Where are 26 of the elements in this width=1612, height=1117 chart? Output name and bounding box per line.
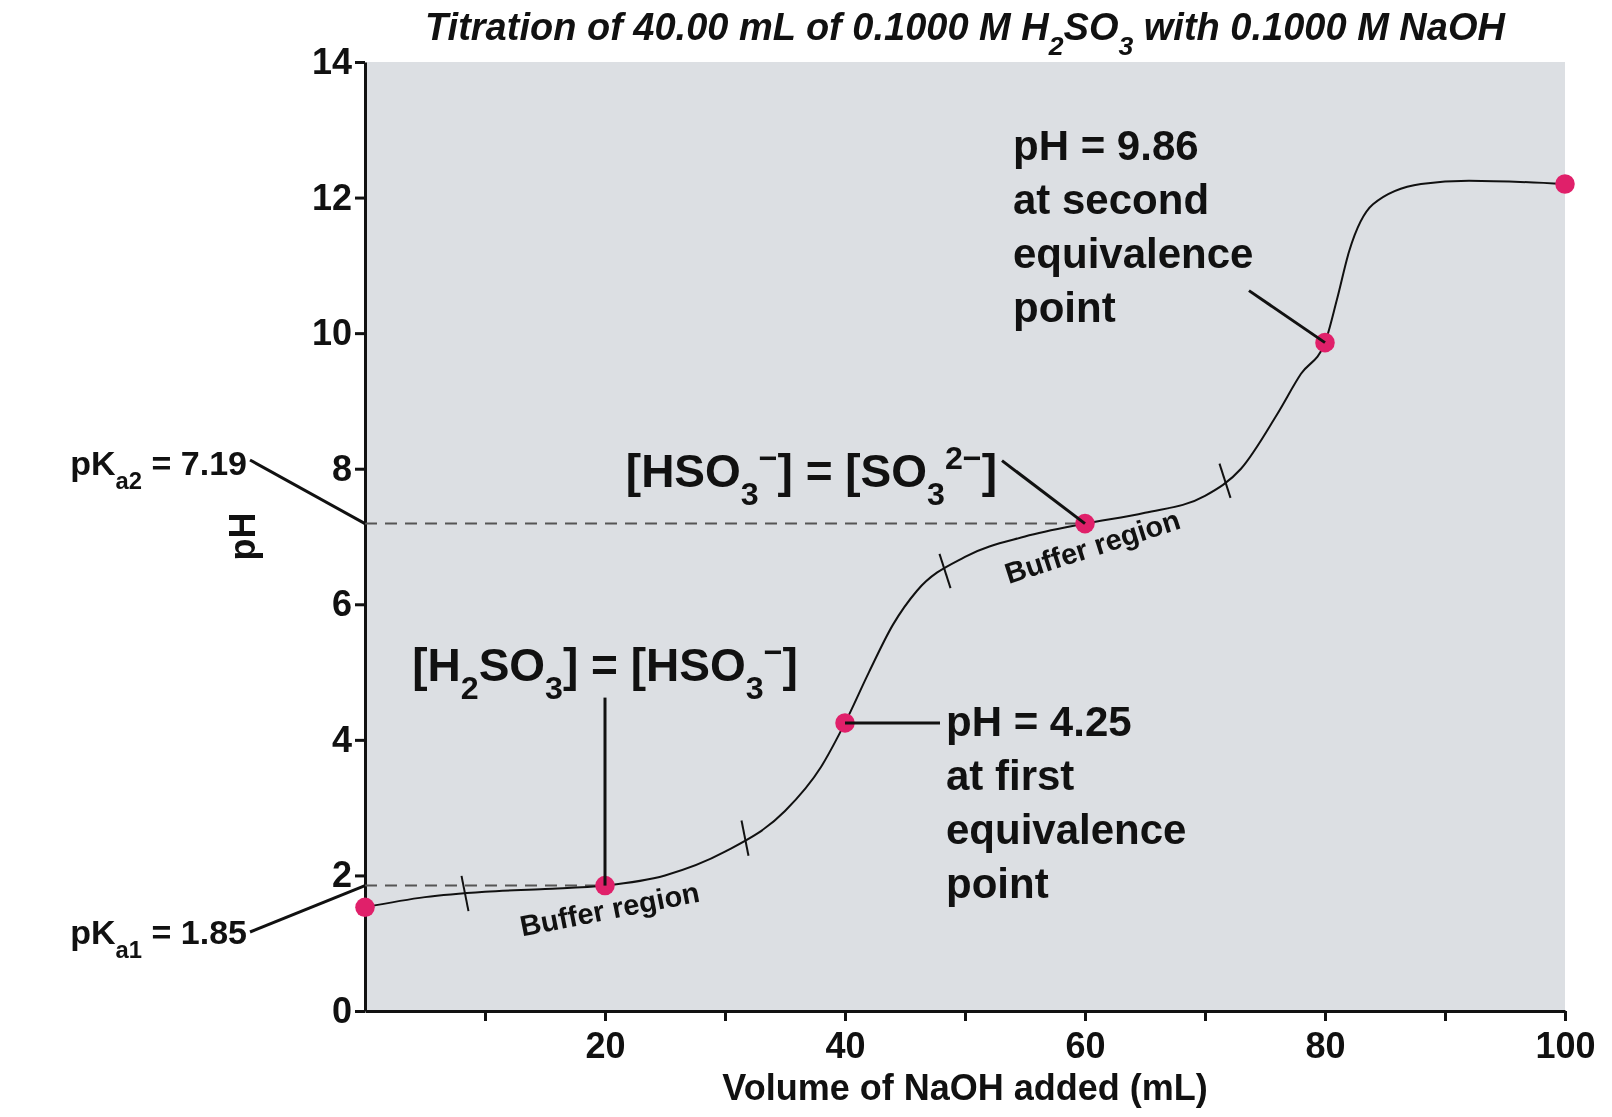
x-axis-title: Volume of NaOH added (mL) — [722, 1067, 1208, 1108]
y-axis-title: pH — [222, 512, 263, 561]
x-tick-label: 40 — [825, 1025, 866, 1067]
y-tick-label: 12 — [311, 176, 352, 218]
ref-line-label: pK$_{a2}$ = 7.19 — [70, 444, 247, 494]
y-tick-label: 8 — [331, 447, 352, 489]
x-tick-label: 60 — [1065, 1025, 1106, 1067]
annotation: Buffer region — [1000, 503, 1184, 590]
y-tick-label: 6 — [331, 583, 352, 625]
x-tick-label: 80 — [1305, 1025, 1346, 1067]
y-tick-label: 0 — [331, 990, 352, 1032]
annotation: Buffer region — [517, 875, 703, 943]
point — [1555, 174, 1575, 194]
annotation: pH = 4.25 at first equivalence point — [946, 697, 1187, 907]
y-tick-label: 2 — [331, 854, 352, 896]
annotation: [HSO$_{3}$$^{−}$] = [SO$_{3}$$^{2−}$] — [625, 439, 997, 512]
x-tick-label: 20 — [585, 1025, 626, 1067]
chart-title: Titration of 40.00 mL of 0.1000 M H$_{2}$SO$_{3}$ with 0.1000 M NaOH — [425, 6, 1507, 61]
y-tick-label: 4 — [331, 718, 352, 760]
annotation: [H$_{2}$SO$_{3}$] = [HSO$_{3}$$^{−}$] — [412, 633, 798, 706]
y-tick-label: 10 — [311, 312, 352, 354]
point — [355, 897, 375, 918]
ref-line-label: pK$_{a1}$ = 1.85 — [70, 913, 247, 963]
x-tick-label: 100 — [1535, 1025, 1596, 1067]
y-tick-label: 14 — [311, 41, 352, 83]
annotation: pH = 9.86 at second equivalence point — [1013, 121, 1254, 331]
